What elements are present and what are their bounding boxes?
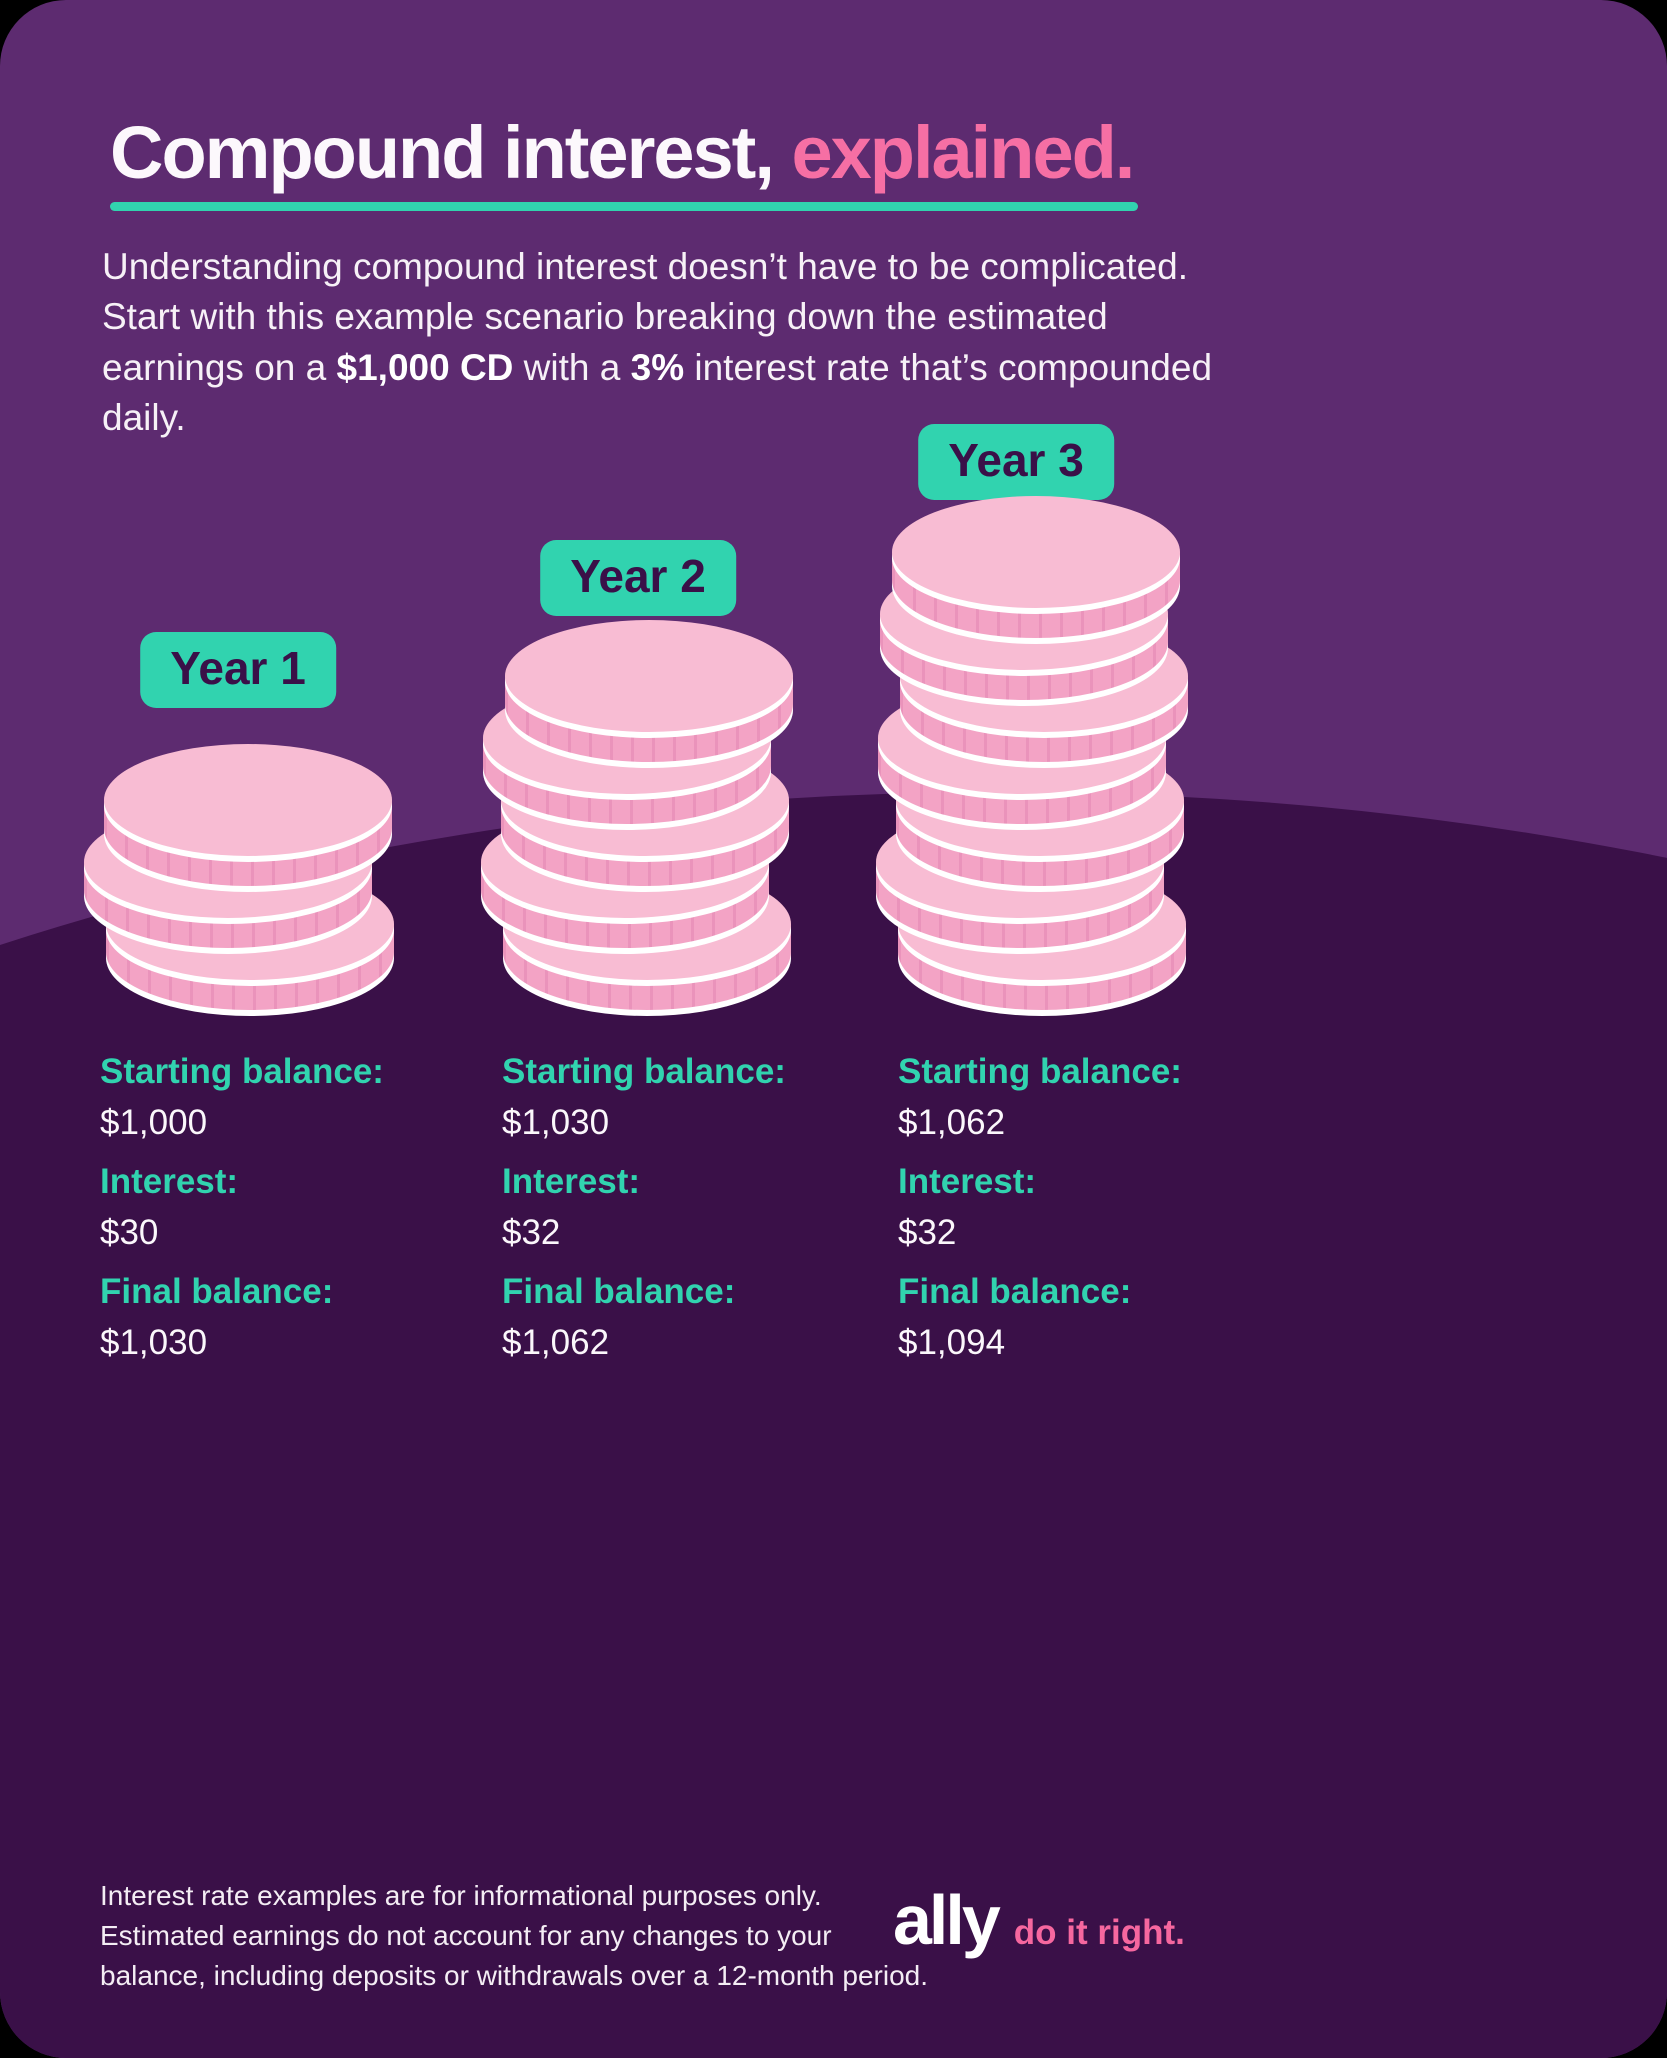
- year-badge-3: Year 3: [918, 424, 1114, 500]
- ally-logo: ally: [893, 1881, 1001, 1959]
- stat-label-interest: Interest:: [502, 1162, 641, 1201]
- stats-year-3: Starting balance: $1,062 Interest: $32 F…: [898, 1052, 1298, 1382]
- year-badge-1: Year 1: [140, 632, 336, 708]
- coin-stack-year-3: [876, 496, 1188, 1010]
- stat-value-interest: $30: [100, 1213, 159, 1252]
- coin-stack-year-1: [84, 744, 394, 1010]
- stat-label-final-balance: Final balance:: [502, 1272, 736, 1311]
- coin-face: [104, 744, 392, 856]
- stat-value-starting-balance: $1,030: [502, 1103, 610, 1142]
- coin: [505, 620, 793, 762]
- coin-stack-year-2: [481, 620, 793, 1010]
- page-title: Compound interest, explained.: [110, 110, 1135, 195]
- stat-label-final-balance: Final balance:: [898, 1272, 1132, 1311]
- footer-disclaimer: Interest rate examples are for informati…: [100, 1880, 929, 1991]
- intro-paragraph: Understanding compound interest doesn’t …: [102, 242, 1217, 443]
- stats-year-1: Starting balance: $1,000 Interest: $30 F…: [100, 1052, 500, 1382]
- stat-label-starting-balance: Starting balance:: [100, 1052, 384, 1091]
- page-title-white: Compound interest,: [110, 111, 792, 194]
- brand-lockup: ally do it right.: [893, 1880, 1185, 1960]
- stats-year-2: Starting balance: $1,030 Interest: $32 F…: [502, 1052, 902, 1382]
- coin-face: [892, 496, 1180, 608]
- page-title-pink: explained.: [791, 111, 1135, 194]
- stat-label-final-balance: Final balance:: [100, 1272, 334, 1311]
- stat-label-starting-balance: Starting balance:: [502, 1052, 786, 1091]
- stat-value-final-balance: $1,030: [100, 1323, 208, 1362]
- stat-value-interest: $32: [898, 1213, 957, 1252]
- stat-label-interest: Interest:: [898, 1162, 1037, 1201]
- coin: [892, 496, 1180, 638]
- stat-value-starting-balance: $1,062: [898, 1103, 1006, 1142]
- intro-bold-rate: 3%: [630, 346, 685, 388]
- coin-face: [505, 620, 793, 732]
- year-badge-2: Year 2: [540, 540, 736, 616]
- title-underline: [110, 202, 1138, 211]
- intro-text-1: Understanding compound interest doesn’t …: [102, 246, 1189, 388]
- stat-value-final-balance: $1,094: [898, 1323, 1006, 1362]
- intro-text-2: with a: [513, 346, 631, 388]
- coin: [104, 744, 392, 886]
- brand-tagline: do it right.: [1013, 1913, 1185, 1952]
- intro-bold-cd-amount: $1,000 CD: [336, 346, 514, 388]
- stat-value-interest: $32: [502, 1213, 561, 1252]
- stat-value-starting-balance: $1,000: [100, 1103, 208, 1142]
- stat-label-interest: Interest:: [100, 1162, 239, 1201]
- stat-label-starting-balance: Starting balance:: [898, 1052, 1182, 1091]
- intro-text-3: interest rate that’s compounded daily.: [102, 346, 1213, 438]
- stat-value-final-balance: $1,062: [502, 1323, 610, 1362]
